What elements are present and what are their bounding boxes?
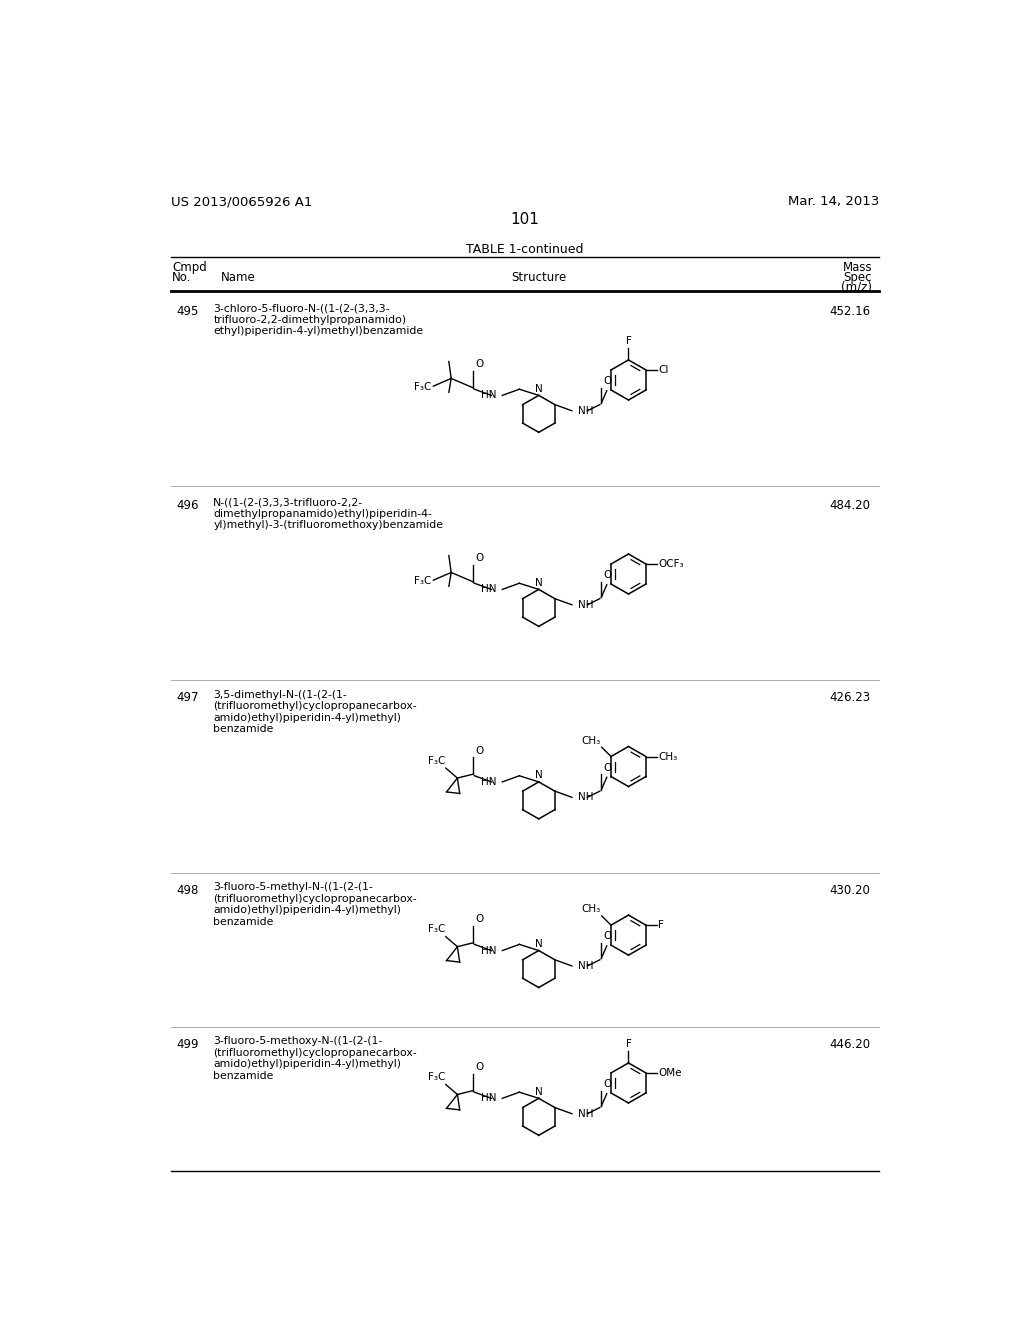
Text: Mar. 14, 2013: Mar. 14, 2013 bbox=[787, 195, 879, 209]
Text: HN: HN bbox=[480, 777, 496, 787]
Text: 499: 499 bbox=[176, 1038, 199, 1051]
Text: OMe: OMe bbox=[658, 1068, 682, 1078]
Text: 3-chloro-5-fluoro-N-((1-(2-(3,3,3-
trifluoro-2,2-dimethylpropanamido)
ethyl)pipe: 3-chloro-5-fluoro-N-((1-(2-(3,3,3- trifl… bbox=[213, 304, 423, 337]
Text: F₃C: F₃C bbox=[428, 924, 445, 935]
Text: N: N bbox=[535, 578, 543, 587]
Text: O: O bbox=[604, 570, 612, 581]
Text: 484.20: 484.20 bbox=[829, 499, 870, 512]
Text: O: O bbox=[475, 359, 483, 370]
Text: (m/z): (m/z) bbox=[841, 281, 872, 294]
Text: 446.20: 446.20 bbox=[829, 1038, 870, 1051]
Text: 498: 498 bbox=[176, 884, 199, 896]
Text: O: O bbox=[475, 1063, 483, 1072]
Text: F₃C: F₃C bbox=[428, 756, 445, 766]
Text: F: F bbox=[626, 337, 632, 346]
Text: NH: NH bbox=[579, 405, 594, 416]
Text: N: N bbox=[535, 939, 543, 949]
Text: NH: NH bbox=[579, 792, 594, 803]
Text: N: N bbox=[535, 771, 543, 780]
Text: O: O bbox=[604, 932, 612, 941]
Text: F: F bbox=[626, 1039, 632, 1049]
Text: Mass: Mass bbox=[843, 261, 872, 273]
Text: Cmpd: Cmpd bbox=[172, 261, 207, 273]
Text: 101: 101 bbox=[510, 213, 540, 227]
Text: Name: Name bbox=[221, 271, 256, 284]
Text: CH₃: CH₃ bbox=[581, 904, 600, 915]
Text: N: N bbox=[535, 384, 543, 393]
Text: NH: NH bbox=[579, 1109, 594, 1119]
Text: TABLE 1-continued: TABLE 1-continued bbox=[466, 243, 584, 256]
Text: N-((1-(2-(3,3,3-trifluoro-2,2-
dimethylpropanamido)ethyl)piperidin-4-
yl)methyl): N-((1-(2-(3,3,3-trifluoro-2,2- dimethylp… bbox=[213, 498, 443, 531]
Text: 430.20: 430.20 bbox=[829, 884, 870, 896]
Text: 495: 495 bbox=[176, 305, 199, 318]
Text: O: O bbox=[475, 746, 483, 756]
Text: HN: HN bbox=[480, 945, 496, 956]
Text: 3,5-dimethyl-N-((1-(2-(1-
(trifluoromethyl)cyclopropanecarbox-
amido)ethyl)piper: 3,5-dimethyl-N-((1-(2-(1- (trifluorometh… bbox=[213, 689, 417, 734]
Text: Structure: Structure bbox=[511, 271, 566, 284]
Text: O: O bbox=[475, 915, 483, 924]
Text: OCF₃: OCF₃ bbox=[658, 558, 684, 569]
Text: 3-fluoro-5-methyl-N-((1-(2-(1-
(trifluoromethyl)cyclopropanecarbox-
amido)ethyl): 3-fluoro-5-methyl-N-((1-(2-(1- (trifluor… bbox=[213, 882, 417, 927]
Text: O: O bbox=[604, 376, 612, 387]
Text: F: F bbox=[658, 920, 665, 931]
Text: Spec: Spec bbox=[844, 271, 872, 284]
Text: 496: 496 bbox=[176, 499, 199, 512]
Text: F₃C: F₃C bbox=[415, 576, 432, 586]
Text: F₃C: F₃C bbox=[415, 381, 432, 392]
Text: CH₃: CH₃ bbox=[581, 735, 600, 746]
Text: 3-fluoro-5-methoxy-N-((1-(2-(1-
(trifluoromethyl)cyclopropanecarbox-
amido)ethyl: 3-fluoro-5-methoxy-N-((1-(2-(1- (trifluo… bbox=[213, 1036, 417, 1081]
Text: O: O bbox=[604, 1078, 612, 1089]
Text: NH: NH bbox=[579, 961, 594, 972]
Text: NH: NH bbox=[579, 599, 594, 610]
Text: Cl: Cl bbox=[658, 364, 669, 375]
Text: 452.16: 452.16 bbox=[829, 305, 870, 318]
Text: HN: HN bbox=[480, 1093, 496, 1104]
Text: 497: 497 bbox=[176, 692, 199, 705]
Text: HN: HN bbox=[480, 585, 496, 594]
Text: O: O bbox=[475, 553, 483, 564]
Text: F₃C: F₃C bbox=[428, 1072, 445, 1082]
Text: 426.23: 426.23 bbox=[829, 692, 870, 705]
Text: CH₃: CH₃ bbox=[658, 751, 678, 762]
Text: US 2013/0065926 A1: US 2013/0065926 A1 bbox=[171, 195, 312, 209]
Text: HN: HN bbox=[480, 391, 496, 400]
Text: N: N bbox=[535, 1086, 543, 1097]
Text: O: O bbox=[604, 763, 612, 772]
Text: No.: No. bbox=[172, 271, 191, 284]
